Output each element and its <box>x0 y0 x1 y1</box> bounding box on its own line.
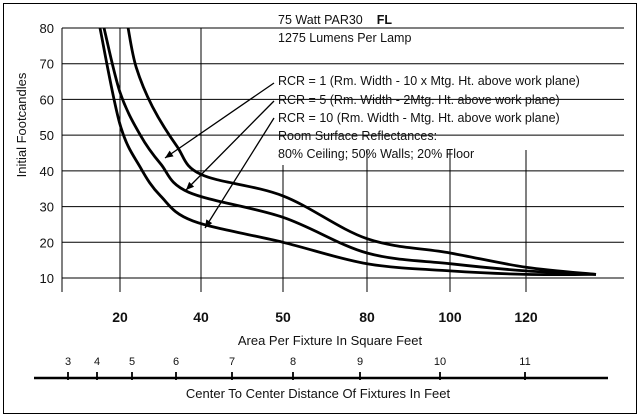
y-tick-label: 40 <box>40 164 54 179</box>
y-tick-label: 80 <box>40 21 54 36</box>
y-tick-label: 50 <box>40 128 54 143</box>
x-tick-label: 50 <box>275 309 291 325</box>
x-tick-label: 80 <box>359 309 375 325</box>
legend-leader-lines <box>164 82 275 229</box>
legend-line: 80% Ceiling; 50% Walls; 20% Floor <box>278 147 474 161</box>
x-tick-label: 20 <box>112 309 128 325</box>
y-tick-labels: 80 70 60 50 40 30 20 10 <box>40 21 54 286</box>
leader-line <box>185 100 275 191</box>
x-tick-labels: 20 40 50 80 100 120 <box>112 309 538 325</box>
x-tick-label: 120 <box>514 309 538 325</box>
curves <box>98 27 597 277</box>
y-tick-label: 10 <box>40 271 54 286</box>
leader-arrowhead <box>165 150 174 158</box>
curve-2 <box>102 27 597 276</box>
leader-line <box>164 82 275 159</box>
y-tick-label: 30 <box>40 200 54 215</box>
secondary-tick-label: 5 <box>129 356 135 368</box>
legend-line: RCR = 10 (Rm. Width - Mtg. Ht. above wor… <box>278 111 560 125</box>
x-tick-label: 100 <box>438 309 462 325</box>
y-tick-label: 70 <box>40 57 54 72</box>
x-tick-label: 40 <box>193 309 209 325</box>
legend-text: RCR = 1 (Rm. Width - 10 x Mtg. Ht. above… <box>278 74 580 161</box>
secondary-tick-label: 8 <box>290 356 296 368</box>
y-tick-label: 20 <box>40 235 54 250</box>
lamp-wattage: 75 Watt PAR30 <box>278 13 363 27</box>
legend-line: Room Surface Reflectances: <box>278 129 437 143</box>
y-tick-label: 60 <box>40 92 54 107</box>
legend-line: RCR = 1 (Rm. Width - 10 x Mtg. Ht. above… <box>278 74 580 88</box>
secondary-tick-label: 3 <box>65 356 71 368</box>
curve-3 <box>98 27 597 277</box>
legend-line: RCR = 5 (Rm. Width - 2Mtg. Ht. above wor… <box>278 93 560 107</box>
secondary-tick-label: 7 <box>229 356 235 368</box>
secondary-tick-label: 4 <box>94 356 100 368</box>
leader-arrowhead <box>205 219 213 228</box>
secondary-tick-label: 9 <box>357 356 363 368</box>
y-axis-label: Initial Footcandles <box>14 72 29 177</box>
leader-line <box>204 117 275 229</box>
secondary-tick-label: 11 <box>519 356 530 368</box>
lamp-type-badge: FL <box>377 13 393 27</box>
secondary-axis-label: Center To Center Distance Of Fixtures In… <box>186 386 451 401</box>
curve-1 <box>126 27 597 276</box>
secondary-tick-label: 6 <box>173 356 179 368</box>
leader-arrowhead <box>186 181 195 190</box>
secondary-tick-label: 10 <box>434 356 446 368</box>
secondary-axis-ticks: 3 4 5 6 7 8 9 10 11 <box>65 356 531 380</box>
lamp-lumens: 1275 Lumens Per Lamp <box>278 31 411 45</box>
grid <box>61 27 624 292</box>
lamp-title: 75 Watt PAR30 FL <box>278 13 392 27</box>
x-axis-label: Area Per Fixture In Square Feet <box>238 333 423 348</box>
